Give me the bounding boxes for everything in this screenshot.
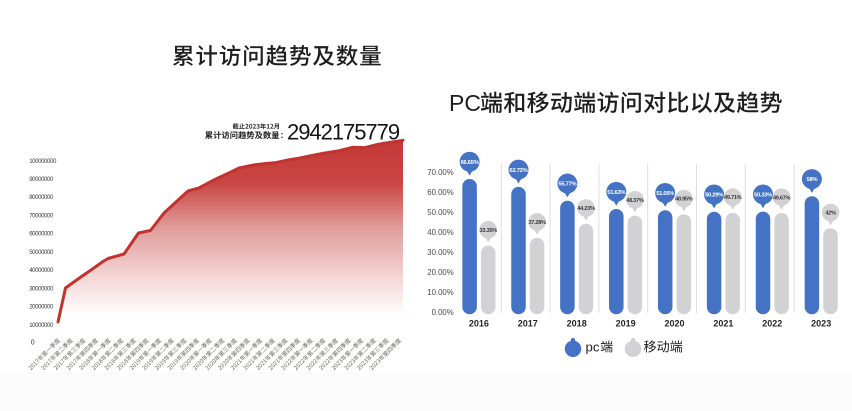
svg-text:50.00%: 50.00% bbox=[427, 208, 454, 217]
svg-text:100000000: 100000000 bbox=[29, 158, 57, 165]
svg-text:62.72%: 62.72% bbox=[510, 168, 528, 174]
svg-text:50.29%: 50.29% bbox=[705, 193, 723, 199]
svg-text:58%: 58% bbox=[807, 177, 818, 183]
svg-text:50.33%: 50.33% bbox=[754, 193, 772, 199]
svg-text:20.00%: 20.00% bbox=[427, 268, 454, 277]
svg-text:2021: 2021 bbox=[713, 319, 733, 329]
svg-text:pc: pc bbox=[586, 339, 600, 354]
svg-text:40000000: 40000000 bbox=[29, 267, 54, 274]
svg-text:40.00%: 40.00% bbox=[427, 228, 454, 237]
svg-text:80000000: 80000000 bbox=[29, 194, 54, 201]
svg-text:10000000: 10000000 bbox=[29, 322, 54, 329]
svg-text:66.65%: 66.65% bbox=[461, 160, 479, 166]
svg-text:70.00%: 70.00% bbox=[427, 168, 454, 177]
svg-text:2016: 2016 bbox=[469, 319, 489, 329]
svg-text:50000000: 50000000 bbox=[29, 249, 54, 256]
svg-text:30.00%: 30.00% bbox=[427, 248, 454, 257]
svg-text:20000000: 20000000 bbox=[29, 304, 54, 311]
svg-text:48.37%: 48.37% bbox=[626, 198, 644, 204]
svg-text:60.00%: 60.00% bbox=[427, 188, 454, 197]
svg-text:51.63%: 51.63% bbox=[607, 190, 625, 196]
svg-text:2017: 2017 bbox=[518, 319, 538, 329]
svg-text:2018: 2018 bbox=[567, 319, 587, 329]
svg-text:60000000: 60000000 bbox=[29, 231, 54, 238]
svg-text:49.71%: 49.71% bbox=[724, 195, 742, 201]
svg-text:49.67%: 49.67% bbox=[773, 195, 791, 201]
svg-text:55.77%: 55.77% bbox=[558, 182, 576, 188]
svg-text:48.95%: 48.95% bbox=[675, 197, 693, 203]
svg-text:37.28%: 37.28% bbox=[528, 220, 546, 226]
svg-text:51.05%: 51.05% bbox=[656, 191, 674, 197]
svg-text:0: 0 bbox=[31, 339, 35, 346]
svg-text:PC: PC bbox=[449, 90, 481, 116]
svg-text:33.35%: 33.35% bbox=[480, 228, 498, 234]
svg-text:2942175779: 2942175779 bbox=[287, 120, 400, 145]
svg-text:90000000: 90000000 bbox=[29, 176, 54, 183]
svg-text:2022: 2022 bbox=[762, 319, 782, 329]
svg-text:70000000: 70000000 bbox=[29, 213, 54, 220]
svg-text::: : bbox=[281, 130, 284, 140]
svg-text:2023: 2023 bbox=[811, 319, 831, 329]
svg-text:0.00%: 0.00% bbox=[432, 308, 454, 317]
svg-text:10.00%: 10.00% bbox=[427, 288, 454, 297]
svg-text:2020: 2020 bbox=[664, 319, 684, 329]
svg-text:42%: 42% bbox=[825, 211, 836, 217]
svg-text:44.23%: 44.23% bbox=[577, 206, 595, 212]
svg-text:2019: 2019 bbox=[616, 319, 636, 329]
svg-text:30000000: 30000000 bbox=[29, 285, 54, 292]
